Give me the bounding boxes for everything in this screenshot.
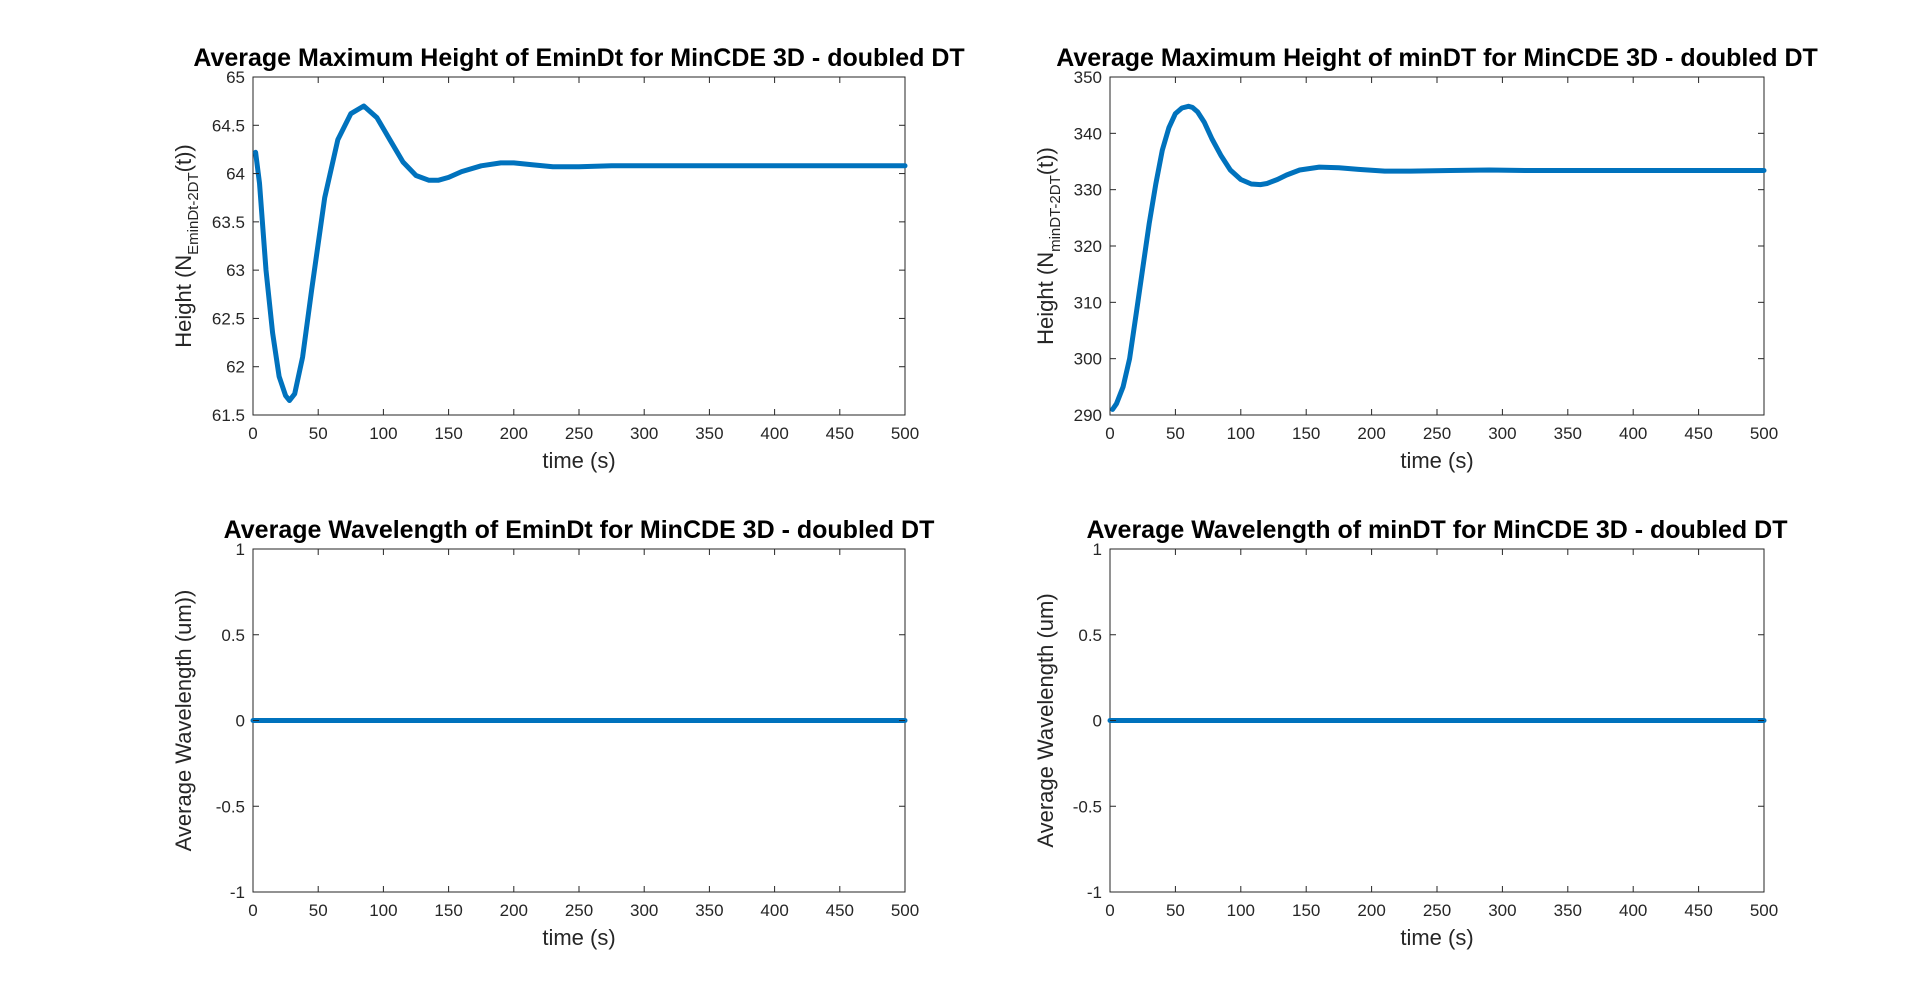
- x-tick-label: 250: [565, 424, 593, 443]
- x-tick-label: 300: [630, 901, 658, 920]
- x-tick-label: 250: [1423, 424, 1451, 443]
- series-line-1: [1110, 103, 1767, 412]
- y-tick-label: 63.5: [212, 213, 245, 232]
- y-tick-label: -1: [230, 883, 245, 902]
- y-tick-label: 63: [226, 261, 245, 280]
- x-tick-label: 100: [369, 901, 397, 920]
- x-tick-label: 100: [1227, 901, 1255, 920]
- x-tick-label: 200: [1357, 424, 1385, 443]
- x-tick-label: 400: [1619, 424, 1647, 443]
- x-tick-label: 500: [891, 424, 919, 443]
- x-tick-label: 150: [434, 901, 462, 920]
- x-tick-label: 150: [1292, 901, 1320, 920]
- x-tick-label: 450: [826, 901, 854, 920]
- y-tick-label: 0: [1093, 712, 1102, 731]
- y-tick-label: 1: [236, 540, 245, 559]
- x-tick-label: 200: [500, 424, 528, 443]
- x-tick-label: 50: [309, 424, 328, 443]
- y-tick-label: 330: [1074, 181, 1102, 200]
- y-tick-label: 62.5: [212, 309, 245, 328]
- chart-panel-1: 0 50 100 150 200 250 300 350 400 450 500 61.5 62 62.5…: [171, 44, 965, 473]
- x-tick-label: 0: [248, 424, 257, 443]
- series-line-1: [253, 103, 908, 403]
- chart-panel-3: 0 50 100 150 200 250 300 350 400 450 500 -1 -0.5 0 0.5…: [171, 516, 934, 950]
- y-tick-label: 0.5: [221, 626, 245, 645]
- x-tick-label: 0: [1105, 901, 1114, 920]
- x-tick-label: 500: [1750, 901, 1778, 920]
- chart-title: Average Wavelength of minDT for MinCDE 3…: [1087, 516, 1788, 544]
- y-tick-label: 65: [226, 68, 245, 87]
- x-tick-label: 50: [1166, 901, 1185, 920]
- x-tick-label: 50: [309, 901, 328, 920]
- y-tick-label: -0.5: [1073, 797, 1102, 816]
- x-tick-label: 350: [1554, 424, 1582, 443]
- y-tick-label: 350: [1074, 68, 1102, 87]
- y-tick-label: -0.5: [216, 797, 245, 816]
- y-axis-label-subscript: EminDt-2DT: [185, 172, 202, 255]
- y-tick-label: 64: [226, 165, 245, 184]
- x-tick-label: 400: [760, 424, 788, 443]
- y-tick-label: 310: [1074, 293, 1102, 312]
- plot-area: [1109, 76, 1765, 416]
- x-tick-label: 300: [1488, 424, 1516, 443]
- x-tick-label: 100: [369, 424, 397, 443]
- x-tick-label: 200: [1357, 901, 1385, 920]
- y-axis-label-text: Average Wavelength (um): [1033, 593, 1058, 847]
- y-tick-label: 0.5: [1078, 626, 1102, 645]
- x-tick-label: 250: [1423, 901, 1451, 920]
- y-tick-label: 290: [1074, 406, 1102, 425]
- x-tick-label: 500: [1750, 424, 1778, 443]
- x-tick-label: 400: [1619, 901, 1647, 920]
- chart-panel-4: 0 50 100 150 200 250 300 350 400 450 500 -1 -0.5 0 0.5…: [1033, 516, 1787, 950]
- y-axis-label: Average Wavelength (um): [1033, 593, 1058, 847]
- y-tick-label: -1: [1087, 883, 1102, 902]
- x-tick-label: 0: [248, 901, 257, 920]
- x-axis-label: time (s): [1400, 448, 1473, 473]
- y-axis-label: Height (NminDT-2DT(t)): [1033, 147, 1064, 345]
- y-tick-label: 0: [236, 712, 245, 731]
- y-axis-label-text: Height (N: [1033, 252, 1058, 345]
- x-tick-label: 350: [695, 901, 723, 920]
- x-tick-label: 300: [1488, 901, 1516, 920]
- x-tick-label: 150: [1292, 424, 1320, 443]
- y-tick-label: 300: [1074, 350, 1102, 369]
- plot-area: [252, 76, 906, 416]
- y-axis-label-subscript: minDT-2DT: [1047, 175, 1064, 252]
- y-axis-label-text: Height (N: [171, 255, 196, 348]
- y-tick-label: 61.5: [212, 406, 245, 425]
- y-tick-label: 62: [226, 358, 245, 377]
- chart-title: Average Wavelength of EminDt for MinCDE …: [224, 516, 935, 544]
- x-tick-label: 250: [565, 901, 593, 920]
- x-tick-label: 400: [760, 901, 788, 920]
- x-tick-label: 100: [1227, 424, 1255, 443]
- x-tick-label: 350: [695, 424, 723, 443]
- x-tick-label: 50: [1166, 424, 1185, 443]
- x-axis-label: time (s): [542, 448, 615, 473]
- y-tick-label: 340: [1074, 124, 1102, 143]
- y-axis-label-text: Average Wavelength (um)): [171, 590, 196, 852]
- y-axis-label: Height (NEminDt-2DT(t)): [171, 144, 202, 348]
- x-tick-label: 150: [434, 424, 462, 443]
- x-axis-label: time (s): [1400, 925, 1473, 950]
- x-tick-label: 450: [1684, 424, 1712, 443]
- x-tick-label: 300: [630, 424, 658, 443]
- y-tick-label: 64.5: [212, 116, 245, 135]
- x-tick-label: 350: [1554, 901, 1582, 920]
- y-axis-label-suffix: (t)): [1033, 147, 1058, 175]
- x-tick-label: 0: [1105, 424, 1114, 443]
- chart-title: Average Maximum Height of minDT for MinC…: [1056, 44, 1818, 72]
- y-axis-label-suffix: (t)): [171, 144, 196, 172]
- x-tick-label: 450: [1684, 901, 1712, 920]
- y-tick-label: 1: [1093, 540, 1102, 559]
- y-axis-label: Average Wavelength (um)): [171, 590, 196, 852]
- chart-title: Average Maximum Height of EminDt for Min…: [193, 44, 964, 72]
- x-tick-label: 200: [500, 901, 528, 920]
- x-axis-label: time (s): [542, 925, 615, 950]
- y-tick-label: 320: [1074, 237, 1102, 256]
- chart-panel-2: 0 50 100 150 200 250 300 350 400 450 500 290 300 310 3…: [1033, 44, 1818, 473]
- x-tick-label: 500: [891, 901, 919, 920]
- x-tick-label: 450: [826, 424, 854, 443]
